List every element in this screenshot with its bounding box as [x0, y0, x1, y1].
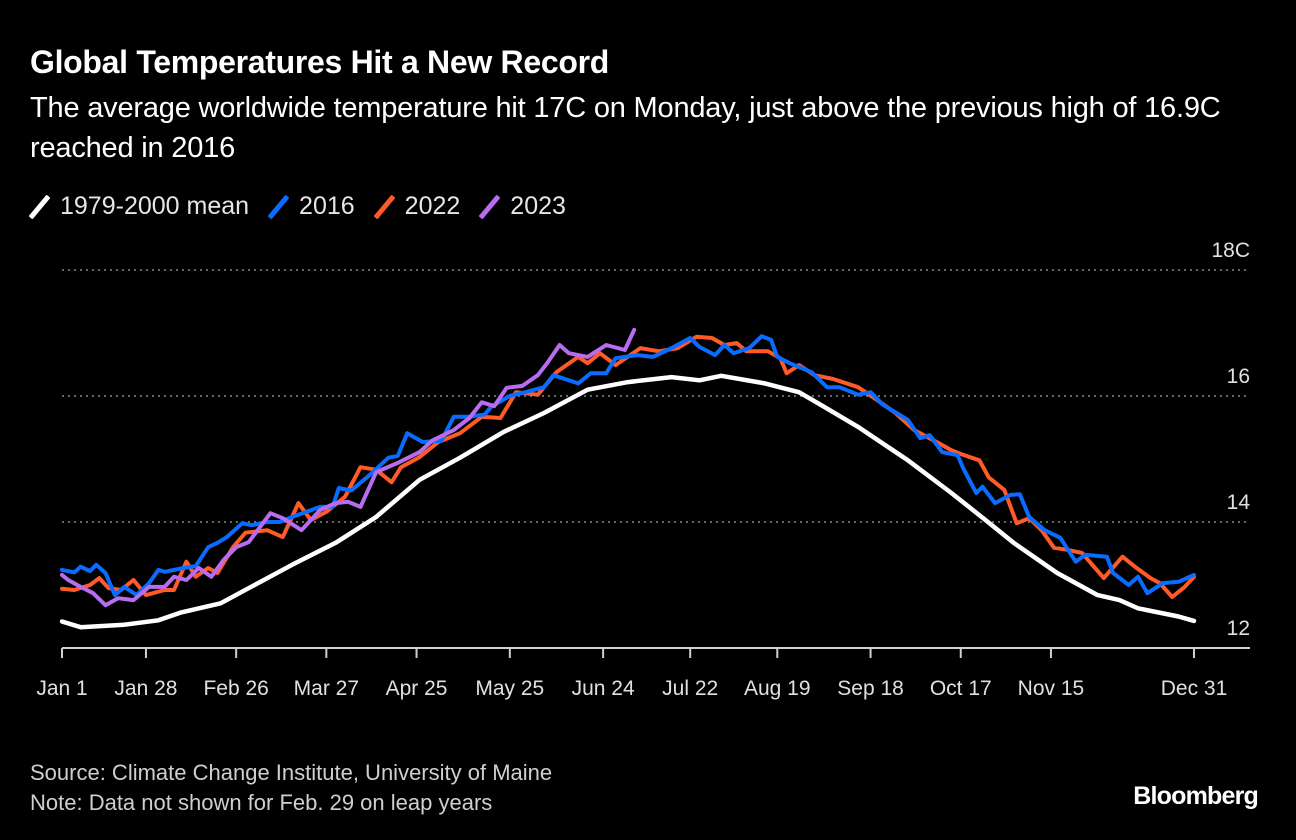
legend-item-2016: 2016: [267, 192, 355, 221]
y-tick-label: 18C: [1211, 239, 1250, 262]
x-tick-label: May 25: [475, 677, 544, 700]
footer: Source: Climate Change Institute, Univer…: [30, 758, 552, 818]
source-note: Source: Climate Change Institute, Univer…: [30, 760, 553, 785]
y-tick-label: 16: [1227, 365, 1250, 388]
legend: 1979-2000 mean 2016 2022 2023: [28, 192, 586, 221]
x-tick-label: Dec 31: [1161, 677, 1228, 700]
legend-label: 2022: [404, 192, 461, 220]
y-tick-label: 12: [1227, 617, 1250, 640]
legend-item-2022: 2022: [373, 192, 461, 221]
x-tick-label: Aug 19: [744, 677, 811, 700]
chart-title: Global Temperatures Hit a New Record: [30, 44, 609, 80]
x-tick-label: Feb 26: [203, 677, 268, 700]
x-tick-label: Jul 22: [662, 677, 718, 700]
x-tick-label: Oct 17: [930, 677, 992, 700]
series-line-1979-2000-mean: [59, 373, 1197, 630]
x-tick-label: Sep 18: [837, 677, 904, 700]
x-tick-label: Mar 27: [294, 677, 359, 700]
data-note: Note: Data not shown for Feb. 29 on leap…: [30, 790, 493, 815]
legend-label: 2016: [299, 192, 355, 220]
series-line-2016: [60, 334, 1196, 598]
legend-label: 2023: [510, 192, 566, 220]
series-line-2023: [60, 327, 637, 608]
x-tick-label: Jan 1: [36, 677, 87, 700]
bloomberg-logo: Bloomberg: [1133, 782, 1259, 810]
legend-item-mean: 1979-2000 mean: [28, 192, 250, 221]
series-line-2022: [60, 334, 1196, 599]
x-tick-label: Jun 24: [572, 677, 635, 700]
x-tick-label: Apr 25: [386, 677, 448, 700]
x-tick-label: Nov 15: [1018, 677, 1085, 700]
legend-label: 1979-2000 mean: [60, 192, 250, 220]
legend-item-2023: 2023: [478, 192, 566, 221]
chart-subtitle: The average worldwide temperature hit 17…: [30, 92, 1221, 164]
y-tick-label: 14: [1227, 491, 1251, 514]
x-tick-label: Jan 28: [114, 677, 177, 700]
